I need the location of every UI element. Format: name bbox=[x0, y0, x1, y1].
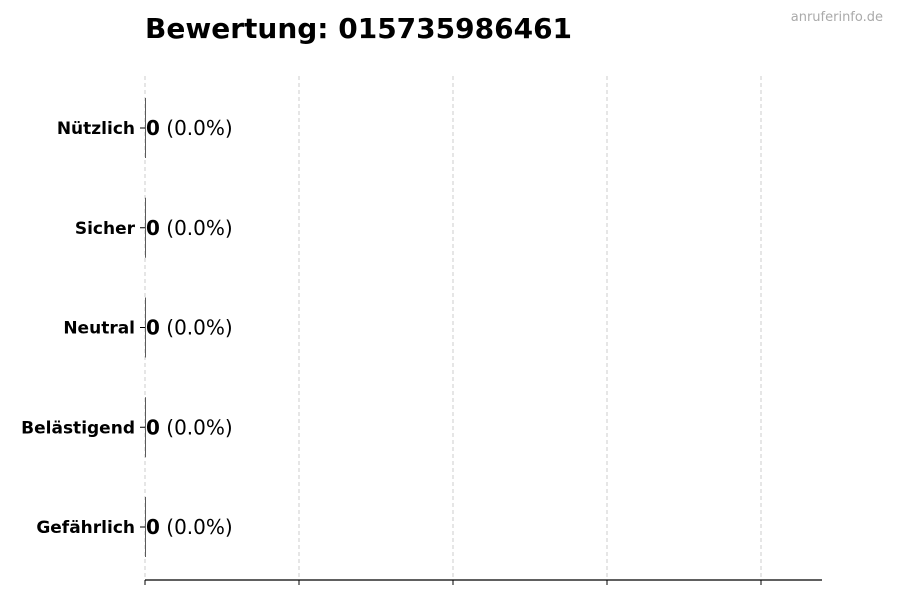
data-label: 0 (0.0%) bbox=[146, 216, 233, 240]
category-label: Sicher bbox=[75, 219, 136, 239]
bar bbox=[145, 497, 146, 557]
value-label: 0 bbox=[146, 415, 160, 439]
category-label: Belästigend bbox=[21, 418, 135, 438]
value-label: 0 bbox=[146, 316, 160, 340]
data-label: 0 (0.0%) bbox=[146, 415, 233, 439]
value-label: 0 bbox=[146, 216, 160, 240]
category-label: Nützlich bbox=[57, 119, 135, 139]
percent-label: (0.0%) bbox=[160, 316, 233, 340]
bar bbox=[145, 397, 146, 458]
data-label: 0 (0.0%) bbox=[146, 515, 233, 539]
chart-title: Bewertung: 015735986461 bbox=[145, 12, 573, 45]
watermark: anruferinfo.de bbox=[790, 10, 883, 25]
percent-label: (0.0%) bbox=[160, 116, 233, 140]
percent-label: (0.0%) bbox=[160, 515, 233, 539]
bar bbox=[145, 297, 146, 358]
value-label: 0 bbox=[146, 515, 160, 539]
bar bbox=[145, 197, 146, 258]
category-label: Gefährlich bbox=[36, 518, 135, 538]
data-label: 0 (0.0%) bbox=[146, 316, 233, 340]
percent-label: (0.0%) bbox=[160, 415, 233, 439]
category-label: Neutral bbox=[63, 319, 135, 339]
data-label: 0 (0.0%) bbox=[146, 116, 233, 140]
value-label: 0 bbox=[146, 116, 160, 140]
bar bbox=[145, 98, 146, 158]
percent-label: (0.0%) bbox=[160, 216, 233, 240]
